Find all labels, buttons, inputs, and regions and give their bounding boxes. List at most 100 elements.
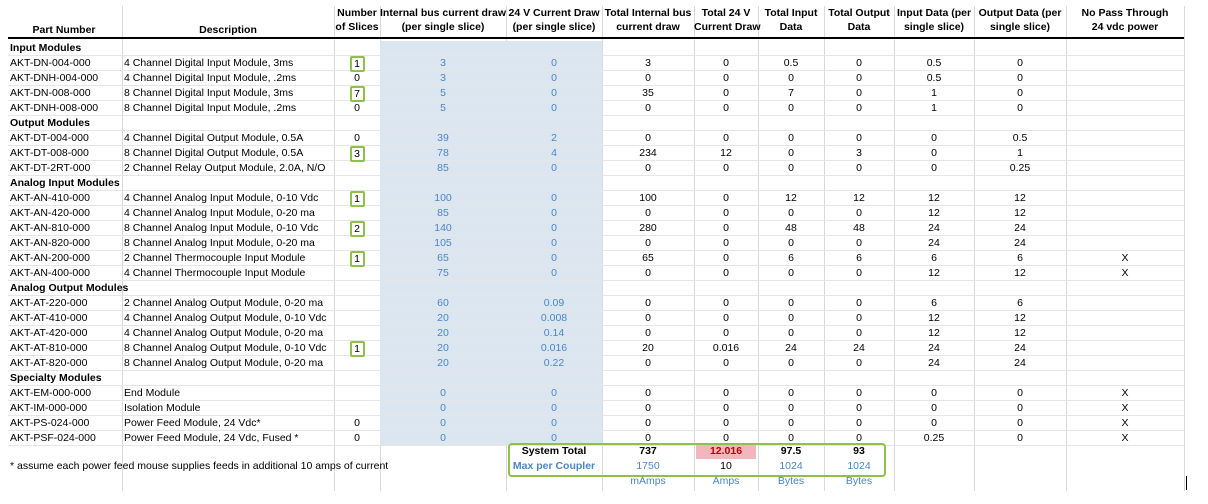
unit-input: Bytes bbox=[777, 475, 805, 487]
cell-outper: 24 bbox=[1014, 222, 1026, 234]
section-title: Analog Output Modules bbox=[10, 282, 129, 294]
grid-vline bbox=[1184, 6, 1185, 491]
text-cursor bbox=[1186, 476, 1187, 490]
cell-desc: 4 Channel Analog Input Module, 0-20 ma bbox=[124, 207, 315, 219]
cell-slices[interactable] bbox=[334, 236, 380, 251]
cell-slices[interactable]: 0 bbox=[354, 417, 360, 429]
cell-slices[interactable] bbox=[334, 356, 380, 371]
cell-bus: 105 bbox=[434, 237, 452, 249]
cell-desc: 8 Channel Analog Input Module, 0-10 Vdc bbox=[124, 222, 319, 234]
cell-slices[interactable] bbox=[334, 311, 380, 326]
header-slices-line2: of Slices bbox=[335, 21, 379, 33]
grid-hline bbox=[8, 175, 1184, 176]
section-title: Output Modules bbox=[10, 117, 90, 129]
cell-slices[interactable]: 2 bbox=[334, 221, 380, 237]
cell-slices[interactable] bbox=[334, 326, 380, 341]
cell-desc: 8 Channel Analog Output Module, 0-10 Vdc bbox=[124, 342, 327, 354]
cell-inper: 12 bbox=[928, 192, 940, 204]
header-total-24v-line1: Total 24 V bbox=[701, 7, 751, 19]
cell-bus: 20 bbox=[437, 312, 449, 324]
grid-hline bbox=[8, 430, 1184, 431]
cell-desc: End Module bbox=[124, 387, 181, 399]
cell-slices[interactable] bbox=[334, 386, 380, 401]
cell-nopass bbox=[1066, 131, 1184, 146]
section-header: Analog Input Modules bbox=[8, 176, 1184, 191]
section-header: Input Modules bbox=[8, 41, 1184, 56]
cell-slices[interactable] bbox=[334, 161, 380, 176]
grid-hline bbox=[8, 325, 1184, 326]
cell-v24: 0.22 bbox=[543, 357, 565, 369]
cell-tbus: 65 bbox=[642, 252, 654, 264]
grid-hline bbox=[8, 385, 1184, 386]
cell-tbus: 0 bbox=[645, 72, 651, 84]
cell-t24: 0 bbox=[723, 402, 729, 414]
cell-part: AKT-PS-024-000 bbox=[10, 417, 90, 429]
section-header: Specialty Modules bbox=[8, 371, 1184, 386]
header-internal-bus: Internal bus current draw (per single sl… bbox=[380, 6, 506, 36]
cell-slices[interactable] bbox=[334, 401, 380, 416]
cell-desc: 4 Channel Thermocouple Input Module bbox=[124, 267, 306, 279]
cell-desc: 2 Channel Relay Output Module, 2.0A, N/O bbox=[124, 162, 326, 174]
header-24v-draw: 24 V Current Draw (per single slice) bbox=[506, 6, 602, 36]
cell-t24: 0 bbox=[723, 162, 729, 174]
cell-inper: 0.25 bbox=[923, 432, 945, 444]
slice-count-highlight: 7 bbox=[349, 86, 365, 102]
cell-tin: 0 bbox=[788, 102, 794, 114]
cell-nopass: X bbox=[1121, 252, 1129, 264]
cell-v24: 4 bbox=[551, 147, 557, 159]
cell-tbus: 0 bbox=[645, 102, 651, 114]
cell-t24: 0 bbox=[723, 192, 729, 204]
cell-slices[interactable]: 7 bbox=[334, 86, 380, 102]
cell-nopass bbox=[1066, 71, 1184, 86]
cell-slices[interactable]: 1 bbox=[334, 56, 380, 72]
cell-tin: 0 bbox=[788, 162, 794, 174]
cell-slices[interactable]: 0 bbox=[354, 102, 360, 114]
grid-hline bbox=[8, 280, 1184, 281]
cell-outper: 0 bbox=[1017, 417, 1023, 429]
cell-part: AKT-AN-810-000 bbox=[10, 222, 90, 234]
cell-t24: 0 bbox=[723, 252, 729, 264]
cell-slices[interactable]: 1 bbox=[334, 191, 380, 207]
cell-tout: 48 bbox=[853, 222, 865, 234]
cell-part: AKT-AT-220-000 bbox=[10, 297, 88, 309]
cell-t24: 0 bbox=[723, 297, 729, 309]
table-row: AKT-AT-220-000 2 Channel Analog Output Mo… bbox=[8, 296, 1184, 311]
cell-tbus: 100 bbox=[639, 192, 657, 204]
cell-outper: 0 bbox=[1017, 72, 1023, 84]
cell-nopass bbox=[1066, 86, 1184, 101]
cell-slices[interactable] bbox=[334, 206, 380, 221]
table-row: AKT-DN-008-000 8 Channel Digital Input Mo… bbox=[8, 86, 1184, 102]
table-row: AKT-DN-004-000 4 Channel Digital Input Mo… bbox=[8, 56, 1184, 72]
cell-slices[interactable] bbox=[334, 296, 380, 311]
cell-tbus: 3 bbox=[645, 57, 651, 69]
cell-bus: 5 bbox=[440, 87, 446, 99]
cell-desc: 8 Channel Digital Input Module, .2ms bbox=[124, 102, 297, 114]
cell-v24: 0 bbox=[551, 432, 557, 444]
system-total-24v: 12.016 bbox=[709, 445, 743, 457]
cell-tbus: 0 bbox=[645, 162, 651, 174]
cell-slices[interactable]: 1 bbox=[334, 251, 380, 267]
header-no-pass-line2: 24 vdc power bbox=[1091, 21, 1159, 33]
grid-hline bbox=[8, 445, 1184, 446]
cell-inper: 24 bbox=[928, 342, 940, 354]
cell-tout: 0 bbox=[856, 297, 862, 309]
cell-desc: 4 Channel Digital Input Module, 3ms bbox=[124, 57, 294, 69]
cell-slices[interactable]: 3 bbox=[334, 146, 380, 162]
cell-v24: 0 bbox=[551, 252, 557, 264]
cell-slices[interactable]: 0 bbox=[354, 132, 360, 144]
header-part-number: Part Number bbox=[32, 24, 96, 36]
cell-tin: 0 bbox=[788, 402, 794, 414]
table-row: AKT-DNH-008-000 8 Channel Digital Input M… bbox=[8, 101, 1184, 116]
max-internal: 1750 bbox=[636, 460, 660, 472]
grid-hline bbox=[8, 250, 1184, 251]
section-header: Output Modules bbox=[8, 116, 1184, 131]
cell-slices[interactable]: 0 bbox=[354, 432, 360, 444]
cell-slices[interactable] bbox=[334, 266, 380, 281]
cell-part: AKT-IM-000-000 bbox=[10, 402, 88, 414]
cell-desc: 8 Channel Digital Input Module, 3ms bbox=[124, 87, 294, 99]
cell-bus: 0 bbox=[440, 417, 446, 429]
cell-t24: 0 bbox=[723, 207, 729, 219]
cell-tin: 7 bbox=[788, 87, 794, 99]
cell-slices[interactable]: 0 bbox=[354, 72, 360, 84]
cell-slices[interactable]: 1 bbox=[334, 341, 380, 357]
